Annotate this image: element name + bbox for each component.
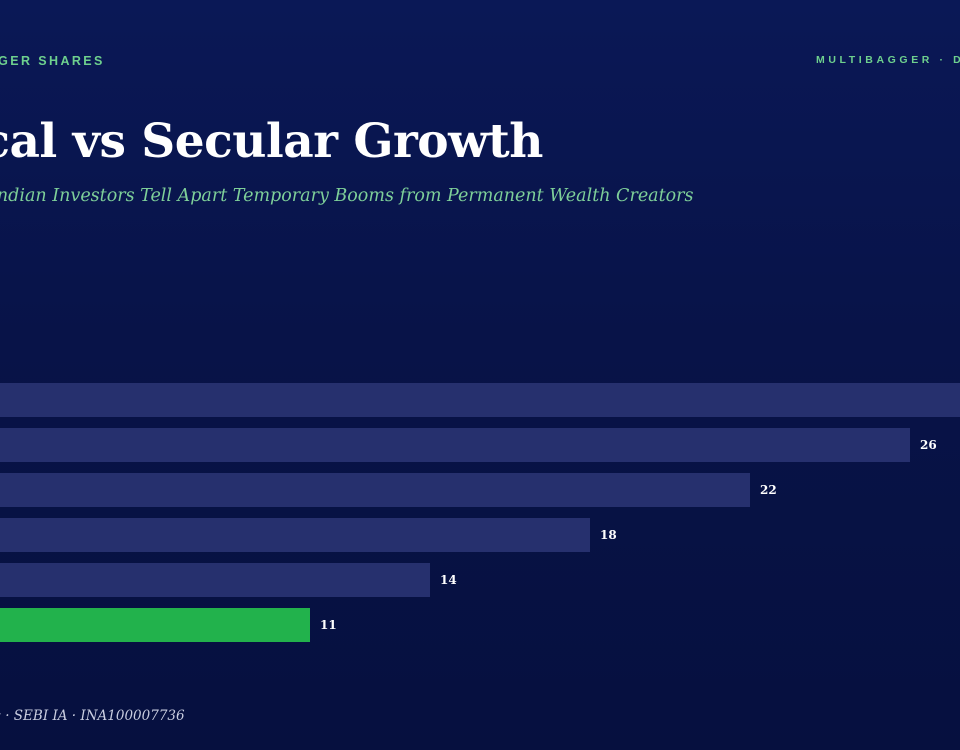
brand-label: GGER SHARES: [0, 54, 105, 68]
bar-value-label: 18: [600, 528, 617, 542]
footer-disclaimer: es · SEBI IA · INA100007736: [0, 708, 185, 724]
brand-tag: MULTIBAGGER · D: [816, 54, 960, 66]
bar: [0, 383, 960, 417]
bar-value-label: 26: [920, 438, 937, 452]
bar: [0, 428, 910, 462]
bar-value-label: 14: [440, 573, 457, 587]
bar-value-label: 22: [760, 483, 777, 497]
bar: [0, 563, 430, 597]
page-subtitle: Indian Investors Tell Apart Temporary Bo…: [0, 186, 694, 206]
page-title: ical vs Secular Growth: [0, 114, 543, 169]
bar-value-label: 11: [320, 618, 337, 632]
bar-highlight: [0, 608, 310, 642]
bar: [0, 518, 590, 552]
bar: [0, 473, 750, 507]
